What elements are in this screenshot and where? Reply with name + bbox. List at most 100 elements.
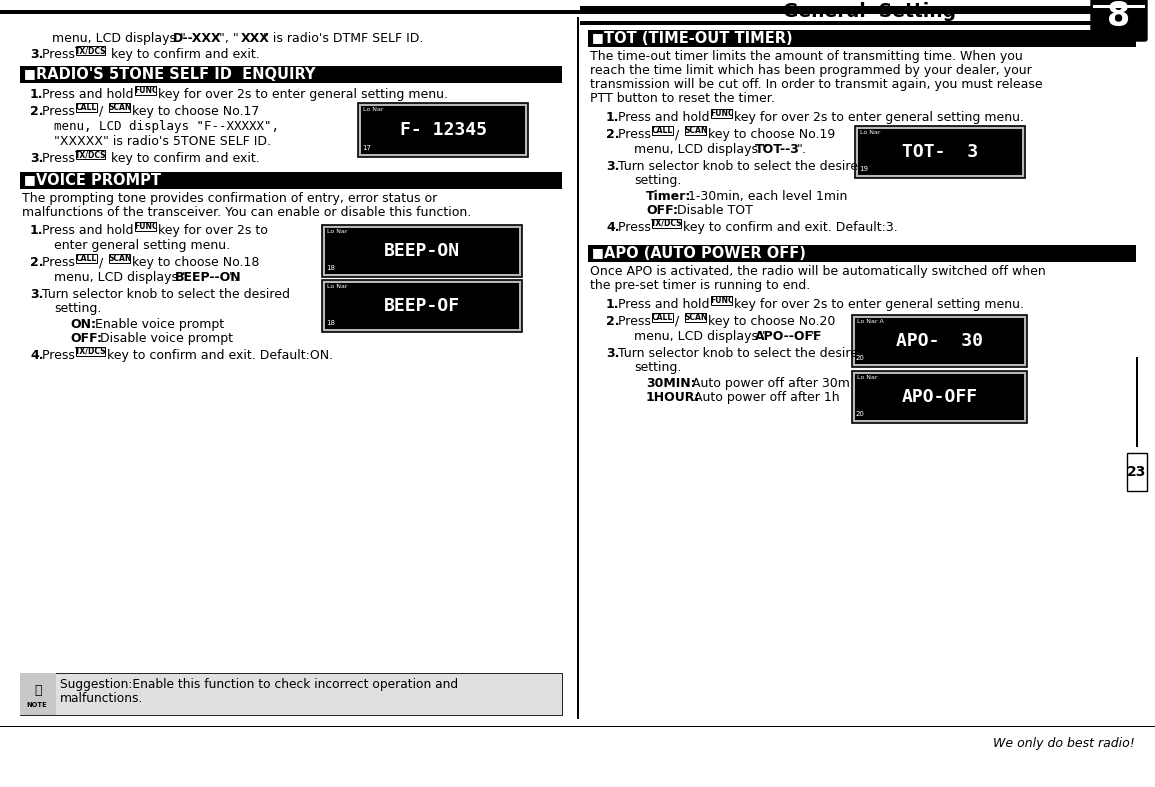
Text: Press and hold: Press and hold [618,298,714,311]
Text: F- 12345: F- 12345 [400,121,486,139]
Text: 1HOUR:: 1HOUR: [646,391,700,404]
Text: Lo Nar: Lo Nar [327,229,348,234]
Text: 20: 20 [856,355,865,361]
Bar [1093,0,1145,2]
Text: 18: 18 [326,320,335,326]
Text: TX/DCS: TX/DCS [75,150,106,159]
Text: Press: Press [618,315,655,328]
Text: ", ": ", " [219,32,239,45]
Bar [362,106,526,154]
Text: Auto power off after 1h: Auto power off after 1h [690,391,840,404]
Text: 1.: 1. [606,298,619,311]
Text: 19: 19 [859,166,869,172]
Text: Lo Nar: Lo Nar [860,130,880,135]
Text: TOT--3: TOT--3 [755,143,800,156]
Bar [76,46,105,55]
Text: TX/DCS: TX/DCS [650,219,683,228]
Text: /: / [99,256,104,269]
Text: Suggestion:Enable this function to check incorrect operation and: Suggestion:Enable this function to check… [60,678,459,691]
Text: RADIO'S 5TONE SELF ID  ENQUIRY: RADIO'S 5TONE SELF ID ENQUIRY [36,67,315,82]
Text: We only do best radio!: We only do best radio! [993,737,1135,750]
Text: key to confirm and exit.: key to confirm and exit. [106,48,260,61]
Text: setting.: setting. [54,302,102,315]
Bar [1127,453,1147,491]
Text: key for over 2s to enter general setting menu.: key for over 2s to enter general setting… [158,88,448,101]
Text: Disable voice prompt: Disable voice prompt [96,332,233,345]
Bar [1137,357,1138,447]
Text: XXX: XXX [241,32,270,45]
Text: Press and hold: Press and hold [618,111,714,124]
Text: 8: 8 [1108,0,1131,32]
Text: VOICE PROMPT: VOICE PROMPT [36,173,161,188]
Text: 3.: 3. [30,48,44,61]
Bar [1093,5,1145,8]
Text: /: / [676,128,679,141]
Text: APO-OFF: APO-OFF [901,388,977,406]
Text: ".: ". [797,143,807,156]
Text: menu, LCD displays "F--XXXXX",: menu, LCD displays "F--XXXXX", [54,120,280,133]
Text: reach the time limit which has been programmed by your dealer, your: reach the time limit which has been prog… [590,64,1031,77]
Bar [653,219,680,228]
Text: key to choose No.20: key to choose No.20 [708,315,836,328]
Bar [653,313,673,322]
Bar [685,126,707,135]
Text: /: / [99,105,104,118]
Text: 4.: 4. [606,221,619,234]
Text: CALL: CALL [76,254,97,263]
Text: TOT (TIME-OUT TIMER): TOT (TIME-OUT TIMER) [604,31,792,46]
Bar [858,129,1022,175]
Text: menu, LCD displays ": menu, LCD displays " [634,330,768,343]
Text: ■: ■ [24,173,36,186]
Bar [20,66,562,83]
Text: BEEP-OF: BEEP-OF [383,297,460,315]
Text: 30MIN:: 30MIN: [646,377,695,390]
Text: ■: ■ [24,67,36,80]
Bar [855,374,1024,420]
Bar [855,126,1024,178]
Text: 4.: 4. [30,349,44,362]
Text: Turn selector knob to select the desired: Turn selector knob to select the desired [42,288,290,301]
Text: malfunctions.: malfunctions. [60,692,143,705]
Text: The prompting tone provides confirmation of entry, error status or: The prompting tone provides confirmation… [22,192,438,205]
Text: setting.: setting. [634,174,681,187]
Bar [110,254,131,263]
Text: FUNC: FUNC [134,86,157,95]
Bar [852,315,1027,367]
Text: Press: Press [618,221,655,234]
Text: ON:: ON: [70,318,96,331]
Text: " is radio's DTMF SELF ID.: " is radio's DTMF SELF ID. [263,32,424,45]
Text: enter general setting menu.: enter general setting menu. [54,239,230,252]
Text: 23: 23 [1127,465,1147,479]
Bar [322,280,522,332]
Text: Lo Nar A: Lo Nar A [857,319,884,324]
Text: key to choose No.18: key to choose No.18 [133,256,260,269]
Bar [135,222,156,231]
Bar [653,126,673,135]
Text: The time-out timer limits the amount of transmitting time. When you: The time-out timer limits the amount of … [590,50,1022,63]
Text: the pre-set timer is running to end.: the pre-set timer is running to end. [590,279,811,292]
Text: 2.: 2. [30,105,44,118]
Bar [0,10,580,14]
Text: ■: ■ [593,31,604,44]
Text: Press: Press [42,105,79,118]
Text: key to choose No.19: key to choose No.19 [708,128,836,141]
Bar [711,296,732,305]
Text: Auto power off after 30m: Auto power off after 30m [688,377,850,390]
Text: ".: ". [811,330,821,343]
Bar [20,673,562,715]
Bar [852,371,1027,423]
Text: FUNC: FUNC [134,222,157,231]
Text: ■: ■ [593,246,604,259]
Text: General  Setting: General Setting [783,2,956,21]
Bar [76,254,97,263]
Text: SCAN: SCAN [109,254,132,263]
Text: Press: Press [42,48,79,61]
Text: APO (AUTO POWER OFF): APO (AUTO POWER OFF) [604,246,806,261]
Text: key for over 2s to: key for over 2s to [158,224,268,237]
Text: TX/DCS: TX/DCS [75,347,106,356]
Text: OFF:: OFF: [646,204,678,217]
Text: 1.: 1. [606,111,619,124]
Text: Lo Nar: Lo Nar [857,375,878,380]
Text: Disable TOT: Disable TOT [673,204,753,217]
Text: TOT-  3: TOT- 3 [902,143,978,161]
